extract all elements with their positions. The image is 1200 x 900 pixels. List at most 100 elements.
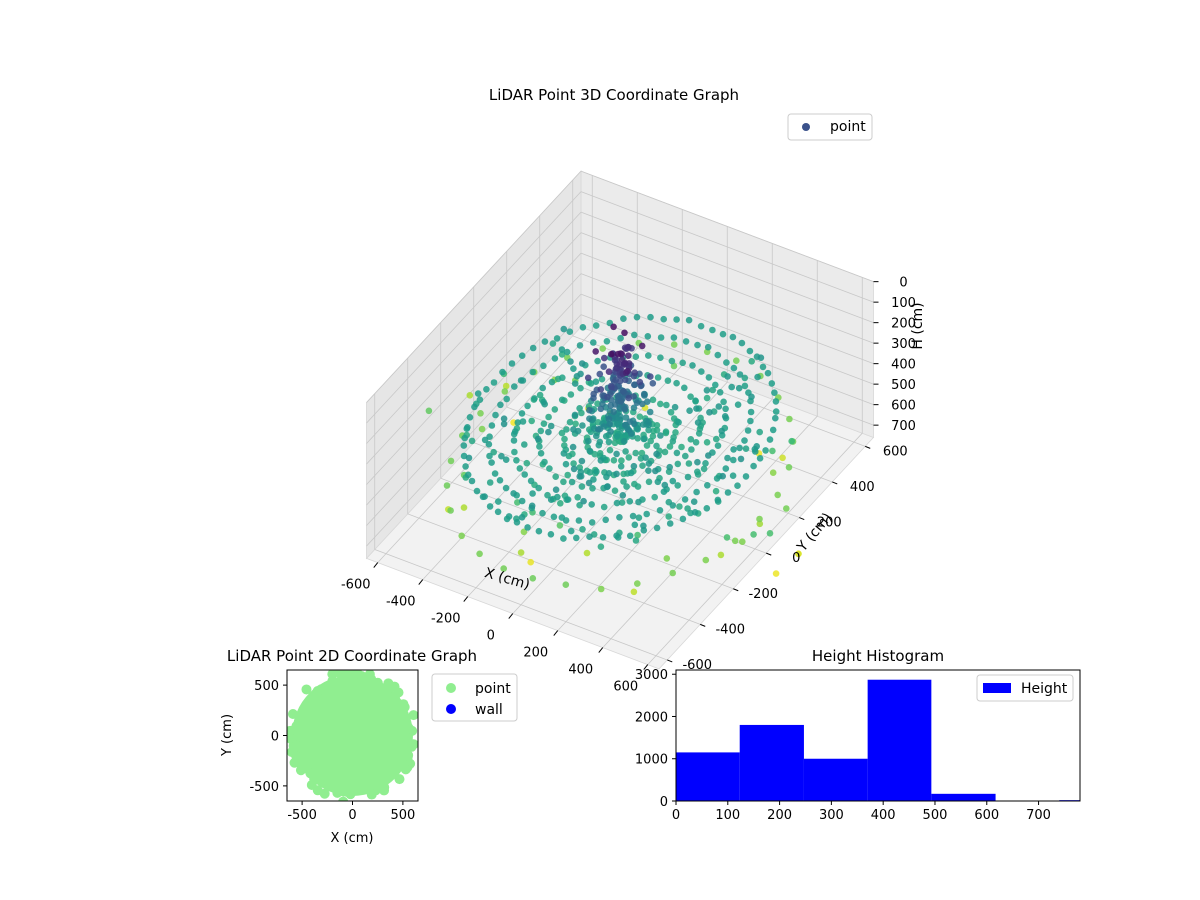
y-tick bbox=[700, 623, 706, 627]
point-2d bbox=[289, 757, 300, 768]
point-3d bbox=[636, 413, 644, 421]
x-tick-label: -600 bbox=[341, 578, 371, 593]
point-3d bbox=[566, 418, 574, 426]
x-tick-label-hist: 700 bbox=[1026, 808, 1051, 823]
point-3d bbox=[540, 420, 548, 428]
y-tick-label: 0 bbox=[792, 551, 800, 566]
point-3d bbox=[570, 460, 577, 467]
point-3d bbox=[573, 534, 580, 542]
point-3d bbox=[668, 357, 676, 365]
point-3d bbox=[646, 408, 654, 416]
point-3d bbox=[654, 478, 662, 486]
point-3d bbox=[756, 428, 763, 436]
point-3d bbox=[518, 352, 526, 360]
point-3d bbox=[502, 382, 510, 390]
point-3d bbox=[496, 477, 504, 484]
legend-3d: point bbox=[787, 113, 873, 141]
point-3d bbox=[712, 487, 720, 495]
point-3d bbox=[647, 313, 654, 321]
point-3d bbox=[667, 409, 675, 416]
point-3d bbox=[741, 437, 748, 444]
point-3d bbox=[685, 316, 693, 324]
z-tick-label: 300 bbox=[891, 337, 916, 352]
point-3d bbox=[576, 342, 584, 349]
point-3d bbox=[621, 359, 629, 367]
point-3d bbox=[731, 537, 739, 545]
point-3d bbox=[539, 509, 546, 517]
point-3d bbox=[586, 415, 593, 423]
point-3d bbox=[772, 398, 780, 405]
point-3d bbox=[706, 409, 713, 416]
point-3d bbox=[586, 406, 593, 414]
point-3d bbox=[748, 358, 755, 365]
point-3d bbox=[669, 502, 677, 509]
point-3d bbox=[619, 492, 627, 499]
point-3d bbox=[562, 581, 570, 588]
point-3d bbox=[460, 504, 468, 511]
point-3d bbox=[510, 490, 517, 497]
gridline bbox=[580, 211, 874, 324]
point-3d bbox=[556, 522, 564, 529]
point-3d bbox=[679, 515, 687, 523]
point-3d bbox=[639, 400, 646, 408]
point-3d bbox=[500, 420, 508, 428]
point-3d bbox=[541, 400, 548, 408]
point-3d bbox=[744, 427, 752, 434]
x-tick bbox=[463, 596, 469, 602]
point-3d bbox=[769, 469, 777, 477]
histogram-ticks: 0 100 200 300 400 500 600 700 0 1000 2000 3000 bbox=[635, 668, 1051, 823]
point-3d bbox=[631, 521, 639, 529]
point-3d bbox=[624, 425, 632, 433]
point-3d bbox=[714, 442, 722, 450]
point-3d bbox=[592, 378, 600, 386]
point-3d bbox=[678, 443, 685, 451]
point-3d bbox=[703, 439, 711, 446]
point-3d bbox=[722, 465, 730, 472]
point-3d bbox=[630, 588, 638, 596]
point-3d bbox=[618, 457, 625, 464]
point-3d bbox=[602, 433, 610, 440]
point-3d bbox=[681, 496, 689, 503]
point-2d bbox=[287, 708, 298, 719]
z-tick-label: 200 bbox=[891, 317, 916, 332]
point-3d bbox=[599, 534, 607, 541]
z-tick-label: 700 bbox=[891, 419, 916, 434]
point-3d bbox=[618, 499, 626, 506]
point-3d bbox=[721, 413, 729, 420]
point-3d bbox=[551, 406, 559, 413]
height-histogram: Height Histogram 0 100 200 300 400 500 600 7000… bbox=[635, 647, 1081, 823]
point-3d bbox=[629, 512, 637, 520]
point-3d bbox=[624, 343, 632, 351]
point-3d bbox=[613, 450, 620, 458]
y-tick-label-hist: 3000 bbox=[635, 668, 668, 683]
point-3d bbox=[662, 428, 670, 436]
point-3d bbox=[656, 507, 664, 514]
x-tick-label-2d: 500 bbox=[390, 808, 415, 823]
point-3d bbox=[544, 491, 551, 499]
gridline bbox=[366, 273, 582, 506]
point-3d bbox=[632, 353, 640, 361]
point-3d bbox=[552, 473, 559, 481]
point-3d bbox=[750, 462, 757, 470]
point-3d bbox=[613, 364, 621, 372]
z-tick-label: 600 bbox=[891, 399, 916, 414]
point-3d bbox=[476, 550, 483, 558]
point-2d bbox=[311, 688, 322, 699]
point-3d bbox=[703, 387, 711, 394]
point-3d bbox=[684, 473, 692, 481]
point-3d bbox=[597, 386, 605, 393]
point-3d bbox=[734, 482, 741, 490]
point-3d bbox=[534, 435, 542, 443]
point-3d bbox=[508, 360, 516, 367]
point-3d bbox=[585, 437, 592, 445]
point-2d bbox=[379, 785, 390, 796]
point-3d bbox=[548, 378, 556, 386]
point-3d bbox=[573, 373, 581, 380]
point-3d bbox=[766, 436, 774, 443]
point-3d bbox=[488, 422, 496, 429]
point-3d bbox=[634, 580, 641, 587]
histogram-bar bbox=[867, 679, 932, 801]
y-tick-label: 400 bbox=[850, 480, 875, 495]
point-3d bbox=[673, 449, 681, 457]
x-tick-label: 0 bbox=[487, 629, 495, 644]
